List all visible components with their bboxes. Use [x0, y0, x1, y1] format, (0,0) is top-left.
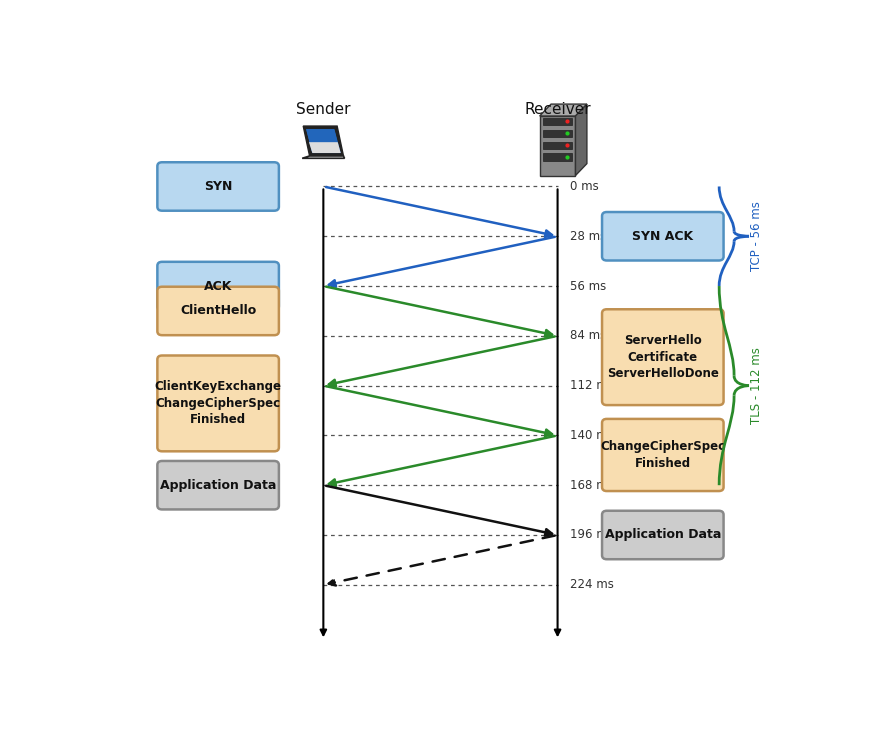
Text: 84 ms: 84 ms — [569, 329, 606, 343]
Polygon shape — [540, 116, 576, 176]
Text: 28 ms: 28 ms — [569, 230, 606, 243]
Text: SYN ACK: SYN ACK — [632, 230, 694, 243]
Text: ServerHello
Certificate
ServerHelloDone: ServerHello Certificate ServerHelloDone — [607, 335, 718, 380]
FancyBboxPatch shape — [602, 310, 724, 405]
Text: Application Data: Application Data — [604, 529, 721, 542]
Polygon shape — [306, 129, 342, 154]
FancyBboxPatch shape — [158, 262, 279, 310]
Text: ClientKeyExchange
ChangeCipherSpec
Finished: ClientKeyExchange ChangeCipherSpec Finis… — [155, 381, 281, 427]
FancyBboxPatch shape — [158, 461, 279, 509]
Text: 224 ms: 224 ms — [569, 578, 614, 591]
Polygon shape — [543, 130, 572, 137]
Text: 196 ms: 196 ms — [569, 529, 614, 542]
Polygon shape — [543, 154, 572, 160]
Text: ACK: ACK — [204, 280, 232, 293]
Text: TCP - 56 ms: TCP - 56 ms — [750, 201, 763, 271]
FancyBboxPatch shape — [602, 419, 724, 491]
Text: 140 ms: 140 ms — [569, 429, 613, 442]
Polygon shape — [543, 141, 572, 149]
FancyBboxPatch shape — [602, 212, 724, 261]
Text: TLS - 112 ms: TLS - 112 ms — [750, 347, 763, 424]
FancyBboxPatch shape — [158, 287, 279, 335]
Text: 112 ms: 112 ms — [569, 379, 614, 392]
Text: 168 ms: 168 ms — [569, 479, 613, 492]
Text: SYN: SYN — [204, 180, 232, 193]
Polygon shape — [306, 129, 341, 153]
Polygon shape — [302, 156, 344, 158]
Polygon shape — [303, 126, 343, 156]
Polygon shape — [309, 142, 341, 153]
Polygon shape — [540, 104, 587, 116]
Polygon shape — [543, 118, 572, 125]
FancyBboxPatch shape — [158, 163, 279, 211]
Text: Receiver: Receiver — [524, 102, 591, 117]
FancyBboxPatch shape — [602, 511, 724, 559]
Text: ClientHello: ClientHello — [180, 305, 257, 318]
Text: Application Data: Application Data — [160, 479, 276, 492]
Text: Sender: Sender — [296, 102, 350, 117]
FancyBboxPatch shape — [158, 356, 279, 452]
Text: 0 ms: 0 ms — [569, 180, 598, 193]
Text: ChangeCipherSpec
Finished: ChangeCipherSpec Finished — [600, 440, 725, 470]
Text: 56 ms: 56 ms — [569, 280, 606, 293]
Polygon shape — [576, 104, 587, 176]
